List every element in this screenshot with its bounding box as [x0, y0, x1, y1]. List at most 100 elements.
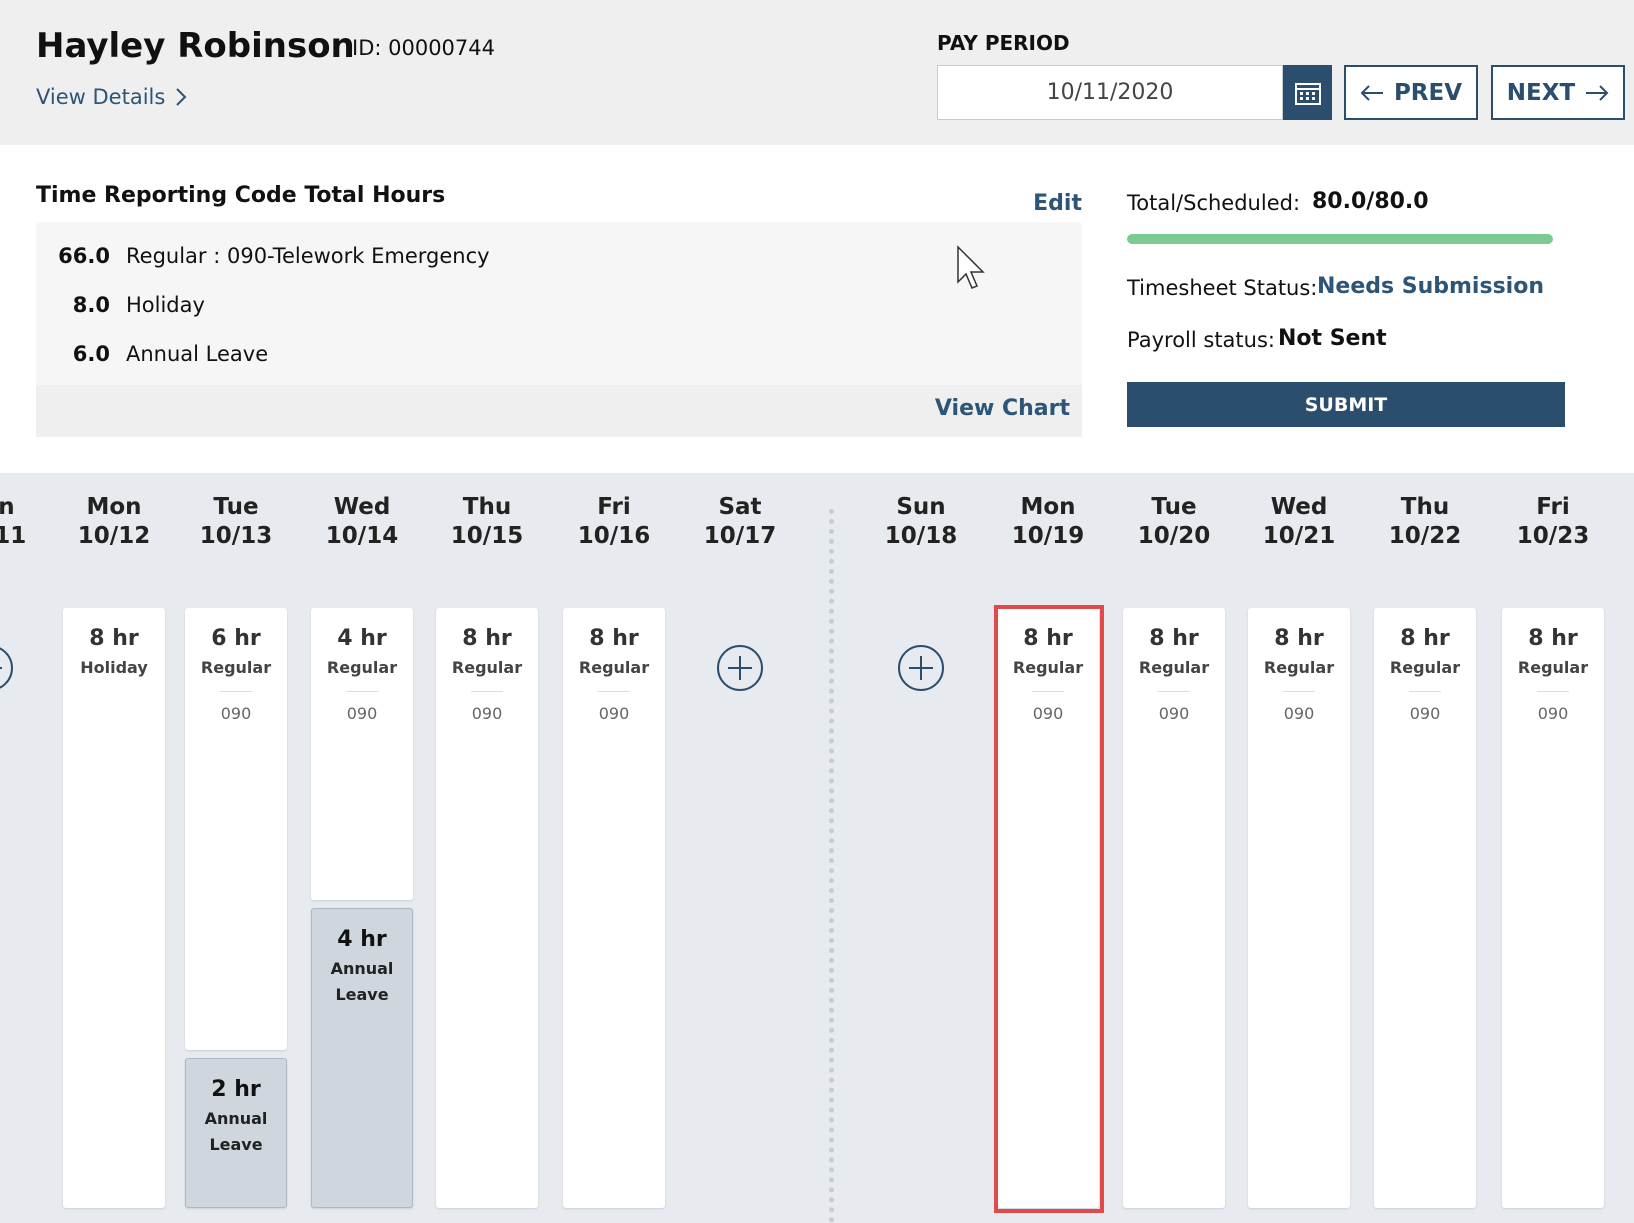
entry-code: Regular	[1138, 658, 1210, 677]
time-entry[interactable]: 4 hr Regular 090	[311, 608, 413, 900]
separator	[1283, 691, 1315, 692]
prev-button[interactable]: PREV	[1344, 65, 1478, 120]
day-date: 10/17	[703, 523, 777, 549]
total-label: Total/Scheduled:	[1127, 191, 1301, 215]
separator	[471, 691, 503, 692]
separator	[220, 691, 252, 692]
day-name: Tue	[1151, 494, 1197, 520]
view-chart-link[interactable]: View Chart	[934, 396, 1070, 421]
day-header: Tue 10/20	[1109, 493, 1239, 551]
calendar-button[interactable]	[1283, 65, 1332, 120]
entry-code: Regular	[1263, 658, 1335, 677]
date-input[interactable]: 10/11/2020	[937, 65, 1283, 120]
mouse-cursor	[957, 245, 985, 289]
time-entry[interactable]: 8 hr Regular 090	[1248, 608, 1350, 1208]
entry-hours: 8 hr	[1400, 626, 1450, 651]
time-entry[interactable]: 8 hr Regular 090	[1502, 608, 1604, 1208]
day-name: Sat	[718, 494, 762, 520]
entry-hours: 8 hr	[1149, 626, 1199, 651]
day-header: Wed 10/14	[297, 493, 427, 551]
time-entry[interactable]: 8 hr Holiday	[63, 608, 165, 1208]
day-header: Tue 10/13	[171, 493, 301, 551]
entry-code: Regular	[1012, 658, 1084, 677]
separator	[1409, 691, 1441, 692]
day-name: Thu	[462, 494, 512, 520]
entry-code: Holiday	[80, 658, 148, 677]
time-entry[interactable]: 8 hr Regular 090	[1123, 608, 1225, 1208]
day-name: Fri	[1536, 494, 1570, 520]
selected-outline	[994, 605, 1104, 1213]
payroll-status-label: Payroll status:	[1127, 328, 1275, 352]
entry-sub-code: 090	[1283, 704, 1315, 723]
day-date: 10/11	[0, 523, 27, 549]
separator	[1158, 691, 1190, 692]
timesheet-status-value: Needs Submission	[1317, 274, 1544, 299]
payroll-status-value: Not Sent	[1278, 326, 1387, 351]
day-name: Thu	[1400, 494, 1450, 520]
summary-section: Time Reporting Code Total Hours Edit 66.…	[0, 145, 1634, 473]
add-entry-button[interactable]	[898, 645, 944, 691]
row-hours: 6.0	[72, 342, 110, 366]
day-name: Fri	[597, 494, 631, 520]
day-name: Wed	[1270, 494, 1328, 520]
entry-hours: 4 hr	[337, 626, 387, 651]
separator	[598, 691, 630, 692]
time-entry[interactable]: 8 hr Regular 090	[436, 608, 538, 1208]
day-header: Sat 10/17	[675, 493, 805, 551]
row-hours: 8.0	[72, 293, 110, 317]
arrow-right-icon	[1586, 84, 1609, 101]
entry-hours: 2 hr	[211, 1077, 261, 1102]
day-date: 10/23	[1516, 523, 1590, 549]
entry-sub-code: 090	[1158, 704, 1190, 723]
day-header: Wed 10/21	[1234, 493, 1364, 551]
entry-code: Regular	[326, 658, 398, 677]
summary-title: Time Reporting Code Total Hours	[36, 183, 446, 208]
entry-code: Regular	[1389, 658, 1461, 677]
arrow-left-icon	[1360, 84, 1383, 101]
next-button[interactable]: NEXT	[1491, 65, 1625, 120]
entry-hours: 8 hr	[1528, 626, 1578, 651]
entry-sub-code: 090	[1409, 704, 1441, 723]
entry-hours: 8 hr	[1023, 626, 1073, 651]
separator	[346, 691, 378, 692]
entry-sub-code: 090	[598, 704, 630, 723]
day-header: Fri 10/16	[549, 493, 679, 551]
time-entry[interactable]: 8 hr Regular 090	[563, 608, 665, 1208]
day-date: 10/20	[1137, 523, 1211, 549]
hours-box: 66.0 Regular : 090-Telework Emergency 8.0 H…	[36, 222, 1082, 437]
time-entry[interactable]: 4 hr Annual Leave	[311, 908, 413, 1208]
day-date: 10/21	[1262, 523, 1336, 549]
day-name: Wed	[333, 494, 391, 520]
time-entry[interactable]: 8 hr Regular 090	[1374, 608, 1476, 1208]
total-value: 80.0/80.0	[1312, 189, 1429, 214]
week-divider	[829, 509, 834, 1223]
entry-code: Annual Leave	[204, 1109, 268, 1154]
day-header: Sun 10/11	[0, 493, 55, 551]
add-entry-button[interactable]	[0, 645, 13, 691]
row-label: Regular : 090-Telework Emergency	[126, 244, 490, 268]
day-date: 10/18	[884, 523, 958, 549]
entry-sub-code: 090	[346, 704, 378, 723]
day-name: Sun	[0, 494, 15, 520]
separator	[1537, 691, 1569, 692]
view-details-link[interactable]: View Details	[36, 85, 187, 109]
employee-id: ID: 00000744	[352, 36, 496, 60]
chevron-icon	[176, 88, 187, 106]
submit-button[interactable]: SUBMIT	[1127, 382, 1565, 427]
entry-hours: 6 hr	[211, 626, 261, 651]
entry-hours: 8 hr	[1274, 626, 1324, 651]
time-entry[interactable]: 2 hr Annual Leave	[185, 1058, 287, 1208]
separator	[1032, 691, 1064, 692]
entry-code: Regular	[451, 658, 523, 677]
day-date: 10/15	[450, 523, 524, 549]
time-entry[interactable]: 8 hr Regular 090	[997, 608, 1099, 1208]
calendar-icon	[1294, 82, 1321, 105]
add-entry-button[interactable]	[717, 645, 763, 691]
next-label: NEXT	[1506, 79, 1576, 106]
row-hours: 66.0	[58, 244, 110, 268]
edit-link[interactable]: Edit	[1033, 191, 1082, 216]
entry-sub-code: 090	[1032, 704, 1064, 723]
time-entry[interactable]: 6 hr Regular 090	[185, 608, 287, 1050]
day-date: 10/16	[577, 523, 651, 549]
